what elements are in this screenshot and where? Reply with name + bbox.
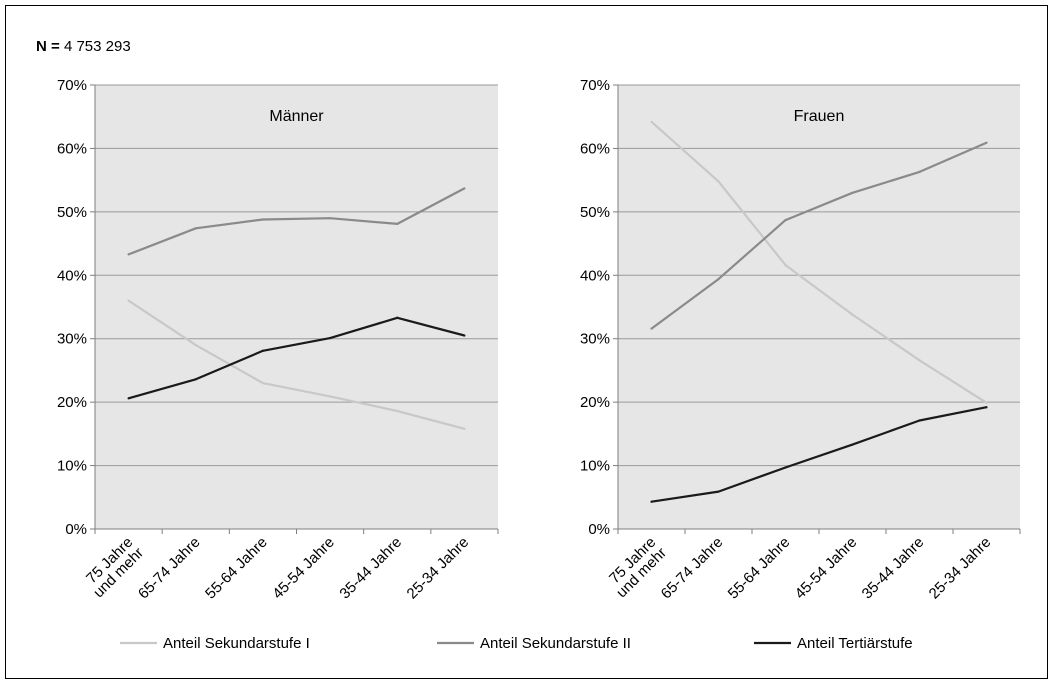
maenner-data-point: [328, 336, 332, 340]
frauen-y-tick-label: 10%: [580, 458, 610, 475]
maenner-x-tick-label-line: 45-54 Jahre: [269, 534, 338, 603]
maenner-data-point: [463, 427, 466, 430]
maenner-data-point: [194, 343, 197, 347]
frauen-data-point: [985, 141, 988, 144]
frauen-x-tick-label: 45-54 Jahre: [792, 534, 861, 603]
frauen-x-tick-label: 55-64 Jahre: [725, 534, 794, 603]
maenner-chart-title: Männer: [269, 108, 324, 125]
maenner-y-tick-label: 40%: [57, 267, 87, 284]
frauen-data-point: [650, 500, 653, 503]
maenner-data-point: [127, 299, 130, 302]
maenner-y-tick-label: 0%: [65, 521, 87, 538]
frauen-data-point: [650, 327, 653, 330]
maenner-x-tick-label: 65-74 Jahre: [135, 534, 204, 603]
maenner-y-tick-label: 50%: [57, 204, 87, 221]
maenner-x-tick-label: 35-44 Jahre: [336, 534, 405, 603]
frauen-data-point: [851, 313, 854, 316]
maenner-x-tick-label: 55-64 Jahre: [202, 534, 271, 603]
maenner-data-point: [396, 409, 399, 413]
frauen-y-tick-label: 40%: [580, 267, 610, 284]
sample-size-equals: =: [46, 38, 64, 55]
maenner-data-point: [261, 382, 265, 385]
frauen-x-tick-label-line: 35-44 Jahre: [859, 534, 928, 603]
maenner-data-point: [463, 187, 466, 190]
maenner-data-point: [396, 222, 399, 226]
sample-size-value: 4 753 293: [63, 38, 131, 55]
frauen-plot-area: [618, 85, 1020, 529]
frauen-data-point: [918, 359, 921, 362]
frauen-data-point: [784, 264, 787, 267]
sample-size-key: N: [36, 38, 47, 55]
maenner-data-point: [194, 378, 197, 381]
frauen-x-tick-label-line: 55-64 Jahre: [725, 534, 794, 603]
frauen-series-line: [650, 120, 988, 404]
frauen-data-point: [851, 443, 854, 446]
frauen-x-tick-label: 65-74 Jahre: [658, 534, 727, 603]
maenner-x-tick-label-line: 35-44 Jahre: [336, 534, 405, 603]
frauen-data-point: [717, 180, 720, 183]
maenner-series-line: [128, 316, 465, 400]
frauen-data-point: [985, 406, 988, 409]
frauen-x-tick-label-line: 25-34 Jahre: [926, 534, 995, 603]
frauen-series-line: [650, 141, 987, 330]
maenner-data-point: [463, 334, 466, 337]
frauen-series-line: [651, 406, 987, 503]
maenner-data-point: [396, 316, 399, 319]
frauen-y-tick-label: 70%: [580, 77, 610, 94]
maenner-series-line: [128, 187, 465, 256]
maenner-y-tick-label: 10%: [57, 458, 87, 475]
maenner-y-tick-label: 20%: [57, 394, 87, 411]
frauen-x-tick-label-line: 45-54 Jahre: [792, 534, 861, 603]
legend-label: Anteil Tertiärstufe: [797, 635, 913, 652]
maenner-data-point: [328, 395, 332, 398]
maenner-data-point: [127, 397, 130, 400]
maenner-data-point: [194, 227, 197, 230]
frauen-y-tick-label: 50%: [580, 204, 610, 221]
maenner-x-tick-label: 25-34 Jahre: [404, 534, 473, 603]
maenner-y-tick-label: 60%: [57, 140, 87, 157]
maenner-data-point: [261, 218, 265, 221]
frauen-chart-title: Frauen: [794, 108, 845, 125]
frauen-data-point: [717, 490, 720, 493]
maenner-y-tick-label: 70%: [57, 77, 87, 94]
maenner-data-point: [261, 349, 265, 352]
frauen-y-tick-label: 30%: [580, 331, 610, 348]
frauen-y-tick-label: 20%: [580, 394, 610, 411]
frauen-data-point: [717, 277, 720, 281]
frauen-y-tick-label: 0%: [588, 521, 610, 538]
maenner-data-point: [127, 253, 130, 256]
frauen-x-tick-label: 35-44 Jahre: [859, 534, 928, 603]
frauen-data-point: [918, 419, 921, 422]
frauen-data-point: [985, 401, 988, 404]
frauen-data-point: [650, 120, 653, 123]
maenner-plot-area: [95, 85, 498, 529]
frauen-x-tick-label: 25-34 Jahre: [926, 534, 995, 603]
frauen-data-point: [851, 191, 854, 194]
frauen-data-point: [784, 466, 787, 469]
frauen-data-point: [784, 219, 787, 222]
maenner-x-tick-label-line: 25-34 Jahre: [404, 534, 473, 603]
frauen-x-tick-label-line: 65-74 Jahre: [658, 534, 727, 603]
maenner-x-tick-label: 45-54 Jahre: [269, 534, 338, 603]
maenner-y-tick-label: 30%: [57, 331, 87, 348]
maenner-x-tick-label-line: 55-64 Jahre: [202, 534, 271, 603]
maenner-x-tick-label-line: 65-74 Jahre: [135, 534, 204, 603]
maenner-series-line: [127, 299, 465, 430]
legend-label: Anteil Sekundarstufe I: [163, 635, 310, 652]
maenner-data-point: [328, 217, 332, 220]
frauen-data-point: [918, 170, 921, 173]
legend-label: Anteil Sekundarstufe II: [480, 635, 631, 652]
frauen-y-tick-label: 60%: [580, 140, 610, 157]
sample-size-label: N = 4 753 293: [36, 38, 131, 55]
